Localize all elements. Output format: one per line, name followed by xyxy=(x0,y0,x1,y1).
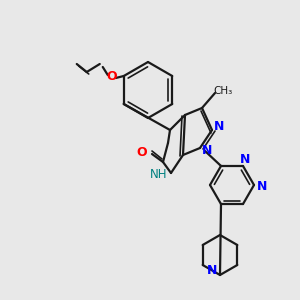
Text: O: O xyxy=(137,146,147,158)
Text: O: O xyxy=(106,70,117,83)
Text: N: N xyxy=(202,145,212,158)
Text: NH: NH xyxy=(150,169,168,182)
Text: N: N xyxy=(214,121,224,134)
Text: CH₃: CH₃ xyxy=(213,86,232,96)
Text: N: N xyxy=(240,153,250,167)
Text: N: N xyxy=(257,179,267,193)
Text: N: N xyxy=(207,263,217,277)
